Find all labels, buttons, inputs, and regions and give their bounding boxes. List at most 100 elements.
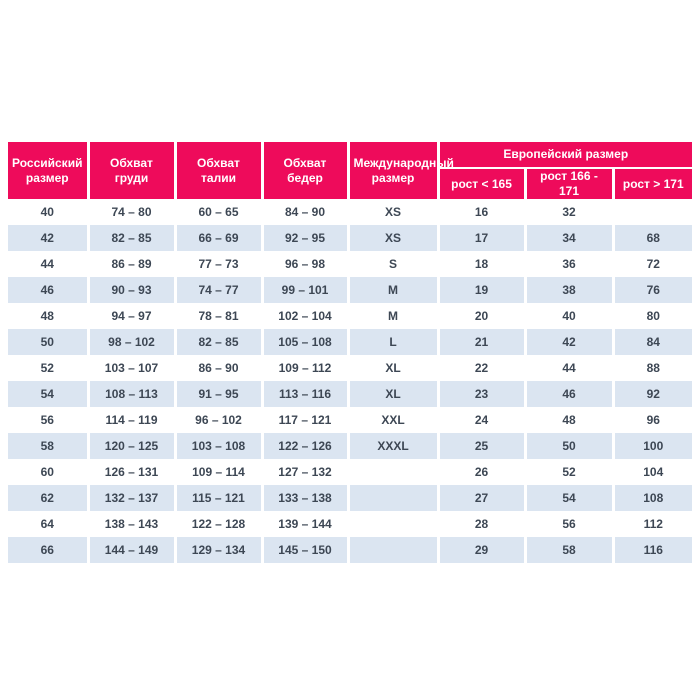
cell: 38 [523, 277, 613, 303]
cell: 78 – 81 [173, 303, 262, 329]
cell: 58 [523, 537, 613, 563]
cell: 122 – 128 [173, 511, 262, 537]
cell: 18 [436, 251, 525, 277]
cell: 46 [8, 277, 88, 303]
cell: 126 – 131 [86, 459, 175, 485]
table-row: 42 82 – 85 66 – 69 92 – 95 XS 17 34 68 [8, 225, 693, 251]
cell: XL [346, 381, 438, 407]
cell: 103 – 107 [86, 355, 175, 381]
cell: 113 – 116 [260, 381, 348, 407]
column-header-height-166-171: рост 166 - 171 [523, 168, 613, 199]
cell: 139 – 144 [260, 511, 348, 537]
cell: 122 – 126 [260, 433, 348, 459]
cell: 92 [611, 381, 693, 407]
cell: 86 – 89 [86, 251, 175, 277]
cell: L [346, 329, 438, 355]
cell: 76 [611, 277, 693, 303]
cell: 127 – 132 [260, 459, 348, 485]
cell: 23 [436, 381, 525, 407]
cell: 54 [8, 381, 88, 407]
cell: 50 [523, 433, 613, 459]
table-row: 66 144 – 149 129 – 134 145 – 150 29 58 116 [8, 537, 693, 563]
cell: 56 [523, 511, 613, 537]
cell: XL [346, 355, 438, 381]
cell: 60 [8, 459, 88, 485]
cell: 108 – 113 [86, 381, 175, 407]
column-header-international-size: Международный размер [346, 142, 454, 199]
cell [346, 485, 438, 511]
cell: 117 – 121 [260, 407, 348, 433]
column-header-russian-size: Российский размер [8, 142, 88, 199]
cell: 60 – 65 [173, 199, 262, 225]
column-header-chest: Обхват груди [86, 142, 175, 199]
cell: XS [346, 199, 438, 225]
header-row-sub: рост < 165 рост 166 - 171 рост > 171 [8, 168, 693, 199]
cell [611, 199, 693, 225]
cell: 48 [523, 407, 613, 433]
cell: 108 [611, 485, 693, 511]
cell: S [346, 251, 438, 277]
cell: 109 – 112 [260, 355, 348, 381]
cell: 132 – 137 [86, 485, 175, 511]
cell: XS [346, 225, 438, 251]
cell: 138 – 143 [86, 511, 175, 537]
table-row: 40 74 – 80 60 – 65 84 – 90 XS 16 32 [8, 199, 693, 225]
cell: 72 [611, 251, 693, 277]
cell [346, 511, 438, 537]
cell: 103 – 108 [173, 433, 262, 459]
cell: 74 – 80 [86, 199, 175, 225]
cell: 42 [523, 329, 613, 355]
cell: 96 – 98 [260, 251, 348, 277]
cell: 40 [523, 303, 613, 329]
table-row: 54 108 – 113 91 – 95 113 – 116 XL 23 46 92 [8, 381, 693, 407]
column-header-height-gt-171: рост > 171 [611, 168, 693, 199]
cell: 28 [436, 511, 525, 537]
cell: XXL [346, 407, 438, 433]
cell: 120 – 125 [86, 433, 175, 459]
cell: 116 [611, 537, 693, 563]
cell: 21 [436, 329, 525, 355]
cell: 58 [8, 433, 88, 459]
cell: 26 [436, 459, 525, 485]
size-chart-table: Российский размер Обхват груди Обхват та… [8, 142, 693, 563]
cell: 68 [611, 225, 693, 251]
cell: 29 [436, 537, 525, 563]
cell: 34 [523, 225, 613, 251]
size-chart-container: Российский размер Обхват груди Обхват та… [8, 142, 693, 563]
cell: 98 – 102 [86, 329, 175, 355]
cell: 19 [436, 277, 525, 303]
cell: 145 – 150 [260, 537, 348, 563]
table-body: 40 74 – 80 60 – 65 84 – 90 XS 16 32 42 82 – 85 66… [8, 199, 693, 563]
cell: 144 – 149 [86, 537, 175, 563]
cell: 32 [523, 199, 613, 225]
table-row: 56 114 – 119 96 – 102 117 – 121 XXL 24 48 96 [8, 407, 693, 433]
cell: 52 [8, 355, 88, 381]
cell: 115 – 121 [173, 485, 262, 511]
cell: 27 [436, 485, 525, 511]
table-row: 48 94 – 97 78 – 81 102 – 104 M 20 40 80 [8, 303, 693, 329]
cell: 94 – 97 [86, 303, 175, 329]
cell: 52 [523, 459, 613, 485]
cell: 48 [8, 303, 88, 329]
cell: 109 – 114 [173, 459, 262, 485]
column-header-waist: Обхват талии [173, 142, 262, 199]
cell: 25 [436, 433, 525, 459]
cell: 92 – 95 [260, 225, 348, 251]
cell: 105 – 108 [260, 329, 348, 355]
cell: 54 [523, 485, 613, 511]
cell: 24 [436, 407, 525, 433]
cell [346, 537, 438, 563]
column-header-hips: Обхват бедер [260, 142, 348, 199]
cell: 36 [523, 251, 613, 277]
column-header-european-size-group: Европейский размер [436, 142, 693, 169]
cell: 56 [8, 407, 88, 433]
cell: 84 – 90 [260, 199, 348, 225]
cell: 44 [523, 355, 613, 381]
cell: 40 [8, 199, 88, 225]
cell: M [346, 303, 438, 329]
cell: 90 – 93 [86, 277, 175, 303]
cell: 102 – 104 [260, 303, 348, 329]
cell: XXXL [346, 433, 438, 459]
cell: 88 [611, 355, 693, 381]
